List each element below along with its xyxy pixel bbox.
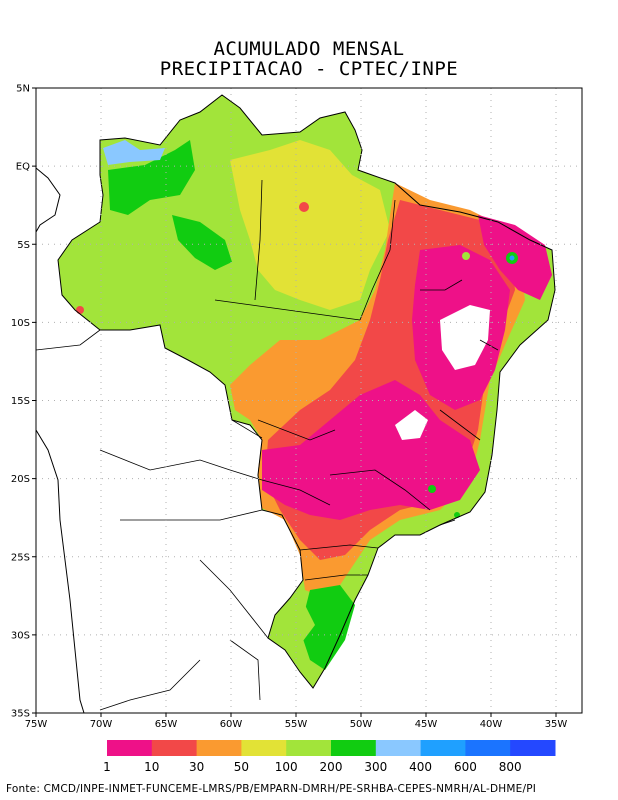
legend-swatch: [420, 740, 466, 756]
precipitation-field: [58, 95, 555, 688]
legend-swatch: [375, 740, 422, 756]
legend-swatch: [286, 740, 332, 756]
amazon-green-core: [108, 140, 195, 215]
lat-tick-label: 10S: [11, 318, 30, 329]
lon-tick-label: 45W: [415, 719, 438, 730]
lat-tick-label: 30S: [11, 630, 30, 641]
graticule: [36, 88, 582, 713]
spot-red-west: [76, 306, 84, 314]
legend-swatch: [151, 740, 198, 756]
legend-label: 100: [275, 760, 298, 774]
lat-tick-label: EQ: [16, 162, 30, 173]
amazon-yellow-band: [230, 140, 390, 310]
lat-tick-label: 5S: [17, 240, 30, 251]
legend-label: 600: [454, 760, 477, 774]
amazon-green-patch: [172, 215, 232, 270]
neighbor-borders: [36, 329, 269, 711]
lon-tick-label: 40W: [480, 719, 503, 730]
brazil-border: [57, 94, 556, 689]
south-green-zone: [300, 585, 355, 670]
legend-swatch: [107, 740, 153, 756]
legend-swatch: [196, 740, 242, 756]
dry-area-bahia: [440, 305, 490, 370]
map-title-line2: PRECIPITACAO - CPTEC/INPE: [159, 58, 459, 80]
lon-tick-label: 70W: [90, 719, 113, 730]
lon-tick-label: 50W: [350, 719, 373, 730]
lon-tick-label: 55W: [285, 719, 308, 730]
legend-label: 1: [103, 760, 111, 774]
lat-tick-label: 5N: [16, 84, 30, 95]
legend-swatch: [331, 740, 377, 756]
color-legend: 1 10 30 50 100 200 300 400 600 800: [103, 740, 556, 774]
dry-area-minas: [395, 410, 428, 440]
longitude-axis: 75W 70W 65W 60W 55W 50W 45W 40W 35W: [25, 713, 568, 730]
legend-label: 800: [499, 760, 522, 774]
south-america-coastline-west: [36, 167, 85, 713]
lon-tick-label: 75W: [25, 719, 48, 730]
lon-tick-label: 60W: [220, 719, 243, 730]
map-title-line1: ACUMULADO MENSAL: [213, 38, 405, 60]
spot-green-se: [428, 485, 436, 493]
legend-label: 30: [189, 760, 204, 774]
roraima-blue-patch: [103, 140, 165, 165]
lat-tick-label: 15S: [11, 396, 30, 407]
legend-label: 400: [409, 760, 432, 774]
lat-tick-label: 20S: [11, 474, 30, 485]
spot-red-amazon: [299, 202, 309, 212]
legend-swatch: [241, 740, 287, 756]
legend-label: 50: [234, 760, 249, 774]
precipitation-map: 5N EQ 5S 10S 15S 20S 25S 30S 35S 75W 70W 65W 60W 55W…: [11, 84, 583, 774]
spot-green-ne2: [462, 252, 470, 260]
lon-tick-label: 35W: [545, 719, 568, 730]
spot-blue-ne: [509, 255, 515, 261]
latitude-axis: 5N EQ 5S 10S 15S 20S 25S 30S 35S: [11, 84, 36, 720]
boundaries: [36, 94, 556, 713]
legend-label: 300: [364, 760, 387, 774]
data-source-credit: Fonte: CMCD/INPE-INMET-FUNCEME-LMRS/PB/E…: [6, 783, 537, 795]
state-borders: [214, 179, 499, 581]
lat-tick-label: 25S: [11, 552, 30, 563]
legend-swatch: [510, 740, 556, 756]
lat-tick-label: 35S: [11, 709, 30, 720]
legend-swatch: [465, 740, 511, 756]
legend-label: 200: [320, 760, 343, 774]
legend-label: 10: [144, 760, 159, 774]
lon-tick-label: 65W: [155, 719, 178, 730]
